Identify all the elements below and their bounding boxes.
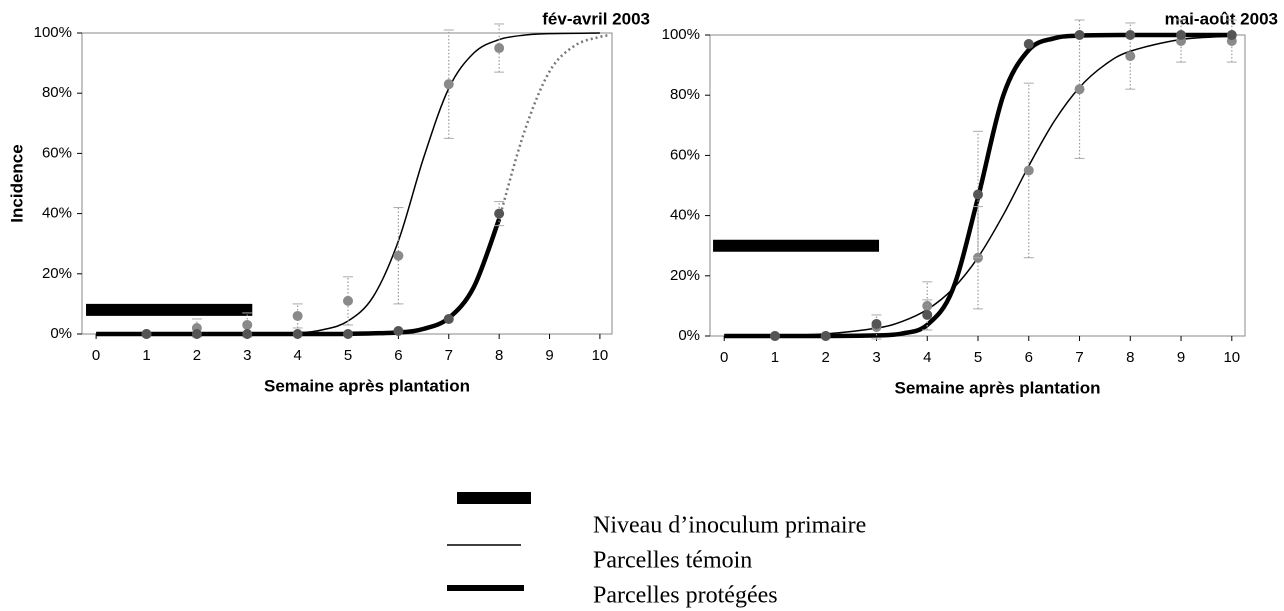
y-tick-label: 100% xyxy=(662,26,700,43)
data-point xyxy=(343,295,354,306)
x-tick-label: 5 xyxy=(974,349,982,366)
x-tick-label: 7 xyxy=(445,347,453,364)
error-bar xyxy=(871,314,882,340)
legend-label: Parcelles protégées xyxy=(593,583,778,609)
x-tick-label: 8 xyxy=(1126,349,1134,366)
data-point xyxy=(1125,30,1136,40)
y-tick-label: 20% xyxy=(670,267,700,284)
x-tick-label: 1 xyxy=(142,347,150,364)
chart-panel: mai-août 2003 Semaine après plantation 0% 2… xyxy=(662,9,1278,397)
x-tick-label: 2 xyxy=(193,347,201,364)
error-bar xyxy=(443,29,454,139)
data-point xyxy=(1023,39,1034,50)
x-tick-label: 9 xyxy=(1177,349,1185,366)
error-bar xyxy=(292,303,303,329)
fit-curve xyxy=(497,34,611,220)
data-point xyxy=(820,331,831,341)
data-point xyxy=(494,43,505,54)
data-point xyxy=(191,329,202,339)
x-tick-label: 0 xyxy=(720,349,728,366)
x-tick-label: 6 xyxy=(1025,349,1033,366)
data-point xyxy=(494,208,505,219)
data-point xyxy=(292,310,303,321)
y-tick-label: 80% xyxy=(670,86,700,103)
x-tick-label: 3 xyxy=(243,347,251,364)
data-point xyxy=(393,250,404,261)
y-tick-label: 80% xyxy=(42,84,72,101)
error-bar xyxy=(494,201,505,227)
x-tick-label: 4 xyxy=(923,349,931,366)
x-axis-label: Semaine après plantation xyxy=(895,378,1101,397)
plot-frame xyxy=(709,34,1246,337)
y-tick-label: 100% xyxy=(34,24,72,41)
error-bar xyxy=(494,23,505,73)
data-point xyxy=(1176,30,1187,40)
y-tick-label: 60% xyxy=(42,144,72,161)
x-tick-label: 4 xyxy=(293,347,301,364)
x-tick-label: 5 xyxy=(344,347,352,364)
x-tick-label: 10 xyxy=(592,347,609,364)
error-bar xyxy=(1125,22,1136,90)
data-point xyxy=(1074,30,1085,40)
x-tick-label: 8 xyxy=(495,347,503,364)
data-point xyxy=(871,318,882,329)
data-point xyxy=(1226,30,1237,40)
data-point xyxy=(973,189,984,200)
data-point xyxy=(922,300,933,311)
error-bar xyxy=(343,276,354,326)
y-tick-label: 20% xyxy=(42,265,72,282)
data-point xyxy=(443,79,454,90)
x-tick-label: 0 xyxy=(92,347,100,364)
error-bar xyxy=(973,206,984,310)
legend-label: Parcelles témoin xyxy=(593,548,752,574)
y-tick-label: 40% xyxy=(670,207,700,224)
x-axis-label: Semaine après plantation xyxy=(264,376,470,395)
error-bar xyxy=(1023,82,1034,259)
legend-label: Niveau d’inoculum primaire xyxy=(593,513,866,539)
y-tick-label: 0% xyxy=(678,327,700,344)
data-point xyxy=(242,329,253,339)
error-bar xyxy=(1074,19,1085,159)
data-point xyxy=(343,329,354,339)
plot-frame xyxy=(81,32,613,335)
data-point xyxy=(769,331,780,341)
x-tick-label: 7 xyxy=(1075,349,1083,366)
fit-curve xyxy=(724,35,1232,337)
x-tick-label: 6 xyxy=(394,347,402,364)
data-point xyxy=(1125,51,1136,62)
data-point xyxy=(292,329,303,339)
x-tick-label: 1 xyxy=(771,349,779,366)
data-point xyxy=(393,325,404,336)
error-bar xyxy=(393,207,404,305)
data-point xyxy=(1023,165,1034,176)
data-point xyxy=(922,309,933,320)
data-point xyxy=(443,313,454,324)
x-tick-label: 2 xyxy=(822,349,830,366)
chart-panel: fév-avril 2003 Semaine après plantation In… xyxy=(7,9,650,395)
x-tick-label: 9 xyxy=(545,347,553,364)
chart-title: mai-août 2003 xyxy=(1165,9,1278,28)
legend: Niveau d’inoculum primaire Parcelles témo… xyxy=(447,492,866,609)
data-point xyxy=(1074,84,1085,95)
x-tick-label: 3 xyxy=(872,349,880,366)
y-tick-label: 0% xyxy=(50,325,72,342)
y-axis-label: Incidence xyxy=(7,144,26,222)
chart-title: fév-avril 2003 xyxy=(542,9,650,28)
x-tick-label: 10 xyxy=(1223,349,1240,366)
y-tick-label: 40% xyxy=(42,205,72,222)
data-point xyxy=(242,319,253,330)
y-tick-label: 60% xyxy=(670,146,700,163)
data-point xyxy=(141,329,152,339)
